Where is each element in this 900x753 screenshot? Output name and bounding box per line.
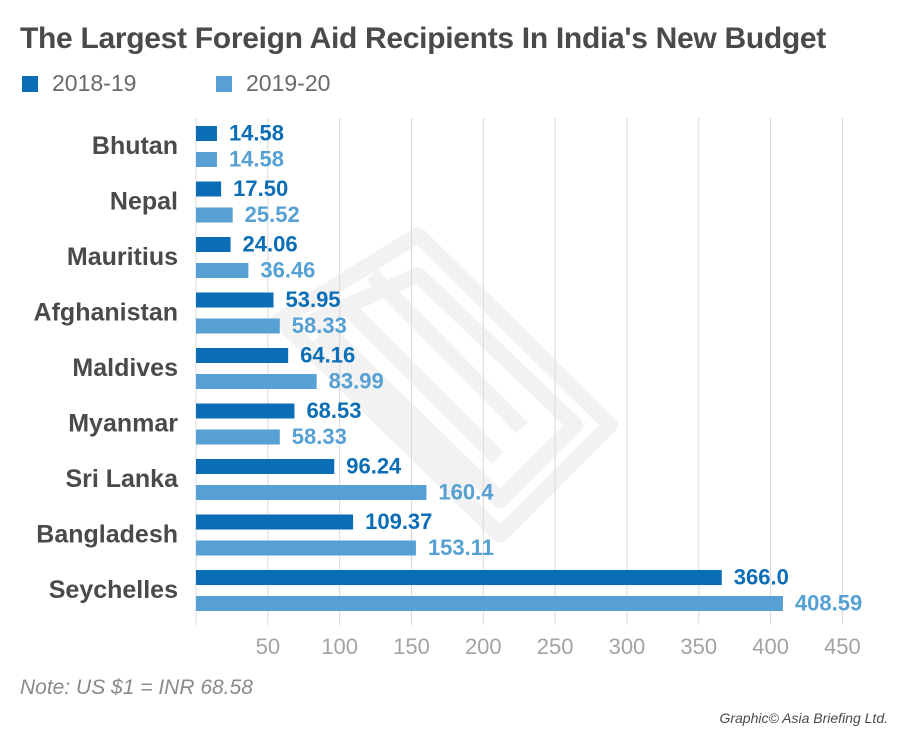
category-label-afghanistan: Afghanistan xyxy=(34,299,178,327)
legend-label-2019-20: 2019-20 xyxy=(246,70,331,96)
category-label-seychelles: Seychelles xyxy=(49,576,178,604)
bar-mauritius-2019-20 xyxy=(196,263,249,278)
bar-afghanistan-2019-20 xyxy=(196,318,280,334)
bar-nepal-2019-20 xyxy=(196,207,233,223)
value-label-sri-lanka-2019-20: 160.4 xyxy=(438,480,494,505)
chart-title: The Largest Foreign Aid Recipients In In… xyxy=(20,22,826,55)
value-label-afghanistan-2019-20: 58.33 xyxy=(292,313,347,338)
x-tick-label: 150 xyxy=(393,634,430,659)
value-label-afghanistan-2018-19: 53.95 xyxy=(285,287,340,312)
x-tick-label: 400 xyxy=(752,634,789,659)
value-label-bhutan-2018-19: 14.58 xyxy=(229,121,284,146)
legend-item-2018-19: 2018-19 xyxy=(22,70,136,97)
value-label-bhutan-2019-20: 14.58 xyxy=(229,147,284,172)
bar-sri-lanka-2019-20 xyxy=(196,485,427,500)
bar-afghanistan-2018-19 xyxy=(196,292,274,308)
value-label-sri-lanka-2018-19: 96.24 xyxy=(346,454,402,479)
x-tick-label: 300 xyxy=(609,634,646,659)
value-label-seychelles-2019-20: 408.59 xyxy=(795,591,862,616)
graphic-credit: Graphic© Asia Briefing Ltd. xyxy=(719,710,888,726)
value-label-nepal-2018-19: 17.50 xyxy=(233,176,288,201)
category-label-sri-lanka: Sri Lanka xyxy=(65,465,179,493)
bar-sri-lanka-2018-19 xyxy=(196,459,335,474)
category-label-myanmar: Myanmar xyxy=(68,410,178,438)
category-label-mauritius: Mauritius xyxy=(67,243,178,271)
category-label-nepal: Nepal xyxy=(110,188,178,216)
watermark-logo xyxy=(272,227,618,543)
legend: 2018-19 2019-20 xyxy=(0,70,900,102)
bar-nepal-2018-19 xyxy=(196,181,222,197)
category-label-bangladesh: Bangladesh xyxy=(36,521,178,549)
bar-bhutan-2019-20 xyxy=(196,152,217,167)
value-label-maldives-2018-19: 64.16 xyxy=(300,343,355,368)
bar-bhutan-2018-19 xyxy=(196,126,217,141)
bar-maldives-2019-20 xyxy=(196,374,317,389)
value-label-seychelles-2018-19: 366.0 xyxy=(734,565,789,590)
value-label-bangladesh-2018-19: 109.37 xyxy=(365,509,432,534)
x-tick-label: 450 xyxy=(824,634,861,659)
bar-seychelles-2019-20 xyxy=(196,596,783,611)
bar-myanmar-2018-19 xyxy=(196,403,295,419)
x-tick-label: 200 xyxy=(465,634,502,659)
value-label-nepal-2019-20: 25.52 xyxy=(245,202,300,227)
category-label-bhutan: Bhutan xyxy=(92,132,178,160)
bar-seychelles-2018-19 xyxy=(196,570,722,585)
legend-label-2018-19: 2018-19 xyxy=(52,70,137,96)
value-label-myanmar-2019-20: 58.33 xyxy=(292,424,347,449)
currency-note: Note: US $1 = INR 68.58 xyxy=(20,676,253,699)
value-label-maldives-2019-20: 83.99 xyxy=(329,369,384,394)
watermark-stroke xyxy=(314,269,528,491)
legend-swatch-2019-20 xyxy=(216,75,232,92)
value-label-myanmar-2018-19: 68.53 xyxy=(306,398,361,423)
bar-mauritius-2018-19 xyxy=(196,237,231,252)
bar-maldives-2018-19 xyxy=(196,348,289,363)
category-label-maldives: Maldives xyxy=(72,354,178,382)
watermark-stroke xyxy=(272,227,618,543)
bar-bangladesh-2018-19 xyxy=(196,514,354,530)
legend-item-2019-20: 2019-20 xyxy=(216,70,330,97)
bar-myanmar-2019-20 xyxy=(196,429,280,445)
value-label-mauritius-2018-19: 24.06 xyxy=(243,232,298,257)
value-label-mauritius-2019-20: 36.46 xyxy=(260,258,315,283)
bar-bangladesh-2019-20 xyxy=(196,540,416,556)
x-tick-label: 350 xyxy=(680,634,717,659)
x-tick-label: 250 xyxy=(537,634,574,659)
x-tick-label: 100 xyxy=(321,634,358,659)
x-tick-label: 50 xyxy=(256,634,280,659)
legend-swatch-2018-19 xyxy=(22,75,38,92)
value-label-bangladesh-2019-20: 153.11 xyxy=(428,535,494,560)
